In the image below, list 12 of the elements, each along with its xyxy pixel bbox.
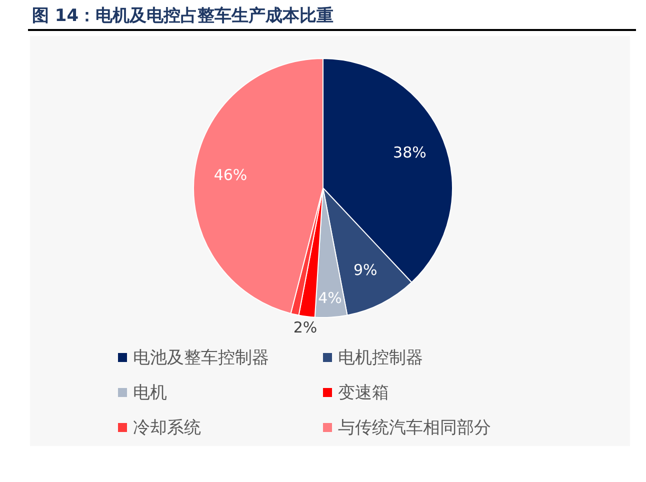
data-label: 38%: [393, 144, 426, 162]
legend-label: 电池及整车控制器: [133, 347, 269, 369]
legend-label: 电机控制器: [338, 347, 423, 369]
legend-label: 变速箱: [338, 382, 389, 404]
data-label: 4%: [318, 289, 342, 308]
data-label: 2%: [293, 318, 318, 336]
legend-label: 与传统汽车相同部分: [338, 417, 491, 439]
data-label: 9%: [353, 260, 378, 279]
legend-label: 冷却系统: [133, 417, 201, 439]
legend-label: 电机: [133, 382, 167, 404]
chart-title: 图 14：电机及电控占整车生产成本比重: [32, 5, 334, 27]
data-label: 46%: [214, 166, 248, 184]
